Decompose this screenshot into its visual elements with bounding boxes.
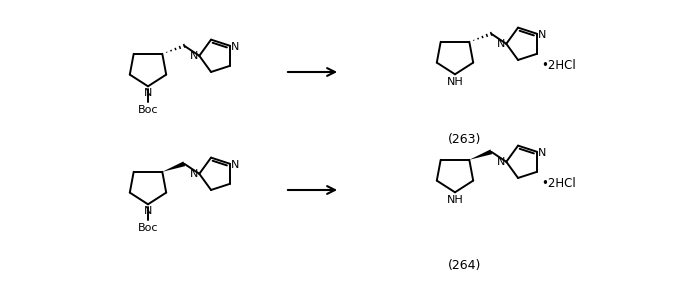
Text: N: N xyxy=(231,160,239,170)
Text: NH: NH xyxy=(447,77,463,87)
Text: N: N xyxy=(497,39,505,49)
Text: N: N xyxy=(144,88,152,98)
Text: •2HCl: •2HCl xyxy=(542,59,576,72)
Text: •2HCl: •2HCl xyxy=(542,177,576,190)
Text: Boc: Boc xyxy=(138,105,158,115)
Text: N: N xyxy=(231,42,239,52)
Text: (264): (264) xyxy=(448,259,482,273)
Text: N: N xyxy=(497,157,505,167)
Text: N: N xyxy=(538,30,547,40)
Text: N: N xyxy=(190,169,198,179)
Polygon shape xyxy=(469,149,492,160)
Text: N: N xyxy=(190,51,198,61)
Polygon shape xyxy=(163,162,185,172)
Text: N: N xyxy=(538,148,547,158)
Text: N: N xyxy=(144,206,152,216)
Text: Boc: Boc xyxy=(138,223,158,233)
Text: (263): (263) xyxy=(448,133,482,146)
Text: NH: NH xyxy=(447,195,463,205)
